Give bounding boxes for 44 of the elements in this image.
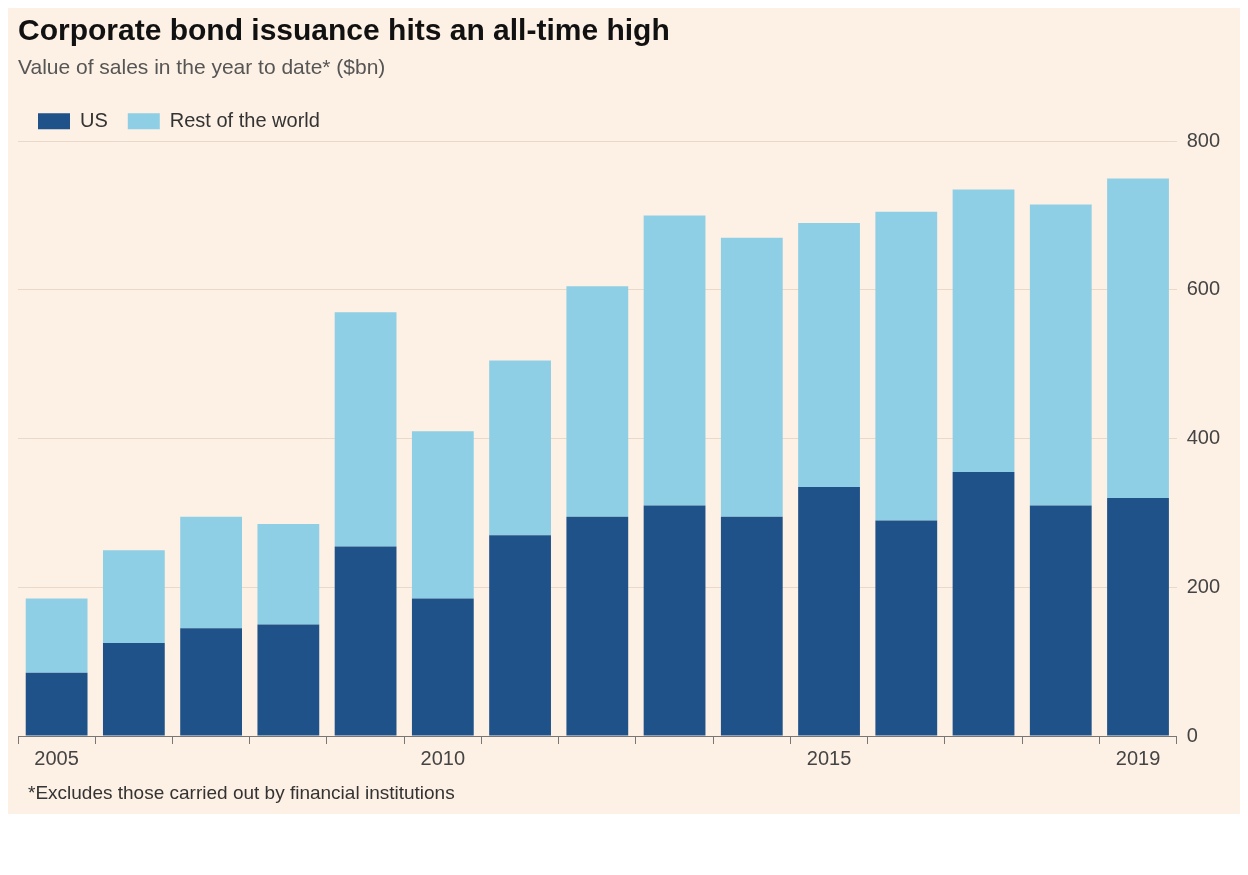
y-tick-label: 800 [1186, 128, 1221, 151]
legend-label: Rest of the world [169, 108, 320, 131]
bar [180, 628, 242, 736]
bar [102, 550, 165, 644]
bar [489, 535, 551, 736]
legend-label: US [80, 108, 108, 131]
bar [566, 516, 629, 736]
x-tick-label: 2015 [806, 746, 852, 769]
bar [1029, 505, 1092, 736]
bar [952, 189, 1015, 473]
bar [411, 598, 474, 736]
bar [489, 360, 551, 536]
bar [1107, 498, 1169, 736]
bar [1107, 178, 1169, 499]
bar [334, 546, 397, 736]
bar [952, 472, 1015, 736]
bar [720, 516, 783, 736]
bar [875, 520, 938, 736]
y-tick-label: 0 [1186, 723, 1198, 746]
bar [1029, 204, 1092, 506]
bar [643, 505, 706, 736]
bar [102, 643, 165, 736]
y-tick-label: 200 [1186, 574, 1221, 597]
bar [798, 222, 860, 487]
bar [566, 286, 629, 517]
x-tick-label: 2019 [1115, 746, 1161, 769]
text: *Excludes those carried out by financial institutions [27, 782, 456, 804]
bar [798, 486, 860, 736]
bar [411, 431, 474, 599]
y-tick-label: 600 [1186, 277, 1221, 300]
x-tick-label: 2005 [34, 746, 79, 769]
y-tick-label: 400 [1186, 426, 1221, 449]
bar [334, 312, 397, 547]
bar [25, 672, 88, 736]
bar [720, 237, 783, 517]
bar [643, 215, 706, 506]
chart-title: Corporate bond issuance hits an all-time high [18, 13, 670, 47]
bar [257, 524, 320, 625]
bar [257, 624, 320, 736]
chart-subtitle: Value of sales in the year to date* ($bn) [18, 55, 386, 79]
bar [180, 516, 242, 629]
bar [25, 598, 88, 673]
x-tick-label: 2010 [420, 746, 466, 769]
bar [875, 211, 938, 521]
